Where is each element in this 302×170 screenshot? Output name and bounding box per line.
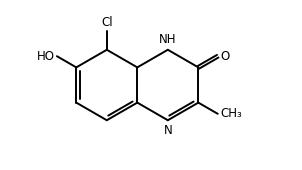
Text: O: O — [220, 50, 230, 63]
Text: N: N — [163, 124, 172, 137]
Text: CH₃: CH₃ — [220, 107, 242, 120]
Text: NH: NH — [159, 33, 177, 46]
Text: HO: HO — [37, 50, 54, 63]
Text: Cl: Cl — [101, 16, 113, 29]
